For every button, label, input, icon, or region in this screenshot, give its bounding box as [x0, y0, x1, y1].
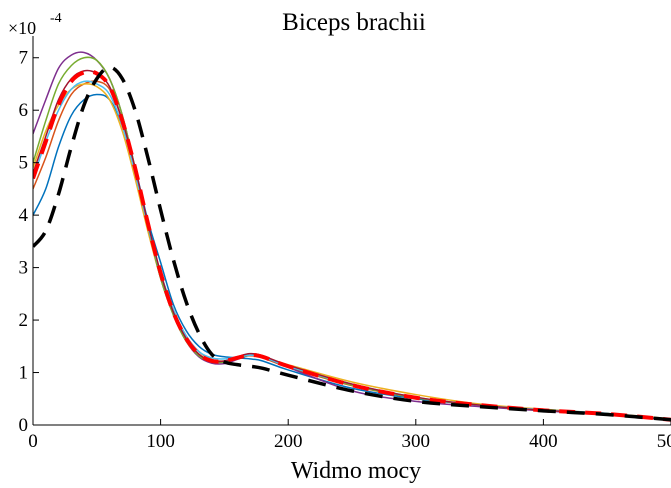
x-tick-label: 200 — [274, 431, 303, 452]
x-tick-label: 0 — [28, 431, 38, 452]
x-tick-label: 400 — [529, 431, 558, 452]
series-line-4 — [33, 51, 671, 421]
series-line-9 — [33, 65, 671, 422]
y-tick-label: 6 — [19, 100, 29, 121]
x-tick-label: 300 — [402, 431, 431, 452]
series-line-3 — [33, 83, 671, 420]
series-line-6 — [33, 80, 671, 421]
chart-title: Biceps brachii — [282, 9, 426, 36]
y-tick-label: 3 — [19, 258, 29, 279]
x-tick-label: 100 — [146, 431, 175, 452]
y-tick-label: 7 — [19, 48, 29, 69]
series-line-5 — [33, 56, 671, 421]
axes-layer: 0 100 200 300 400 500 0 1 2 3 4 5 6 7 — [19, 36, 671, 452]
series-line-8 — [33, 69, 671, 422]
x-axis-label: Widmo mocy — [291, 458, 421, 484]
y-multiplier-base: ×10 — [8, 18, 36, 38]
series-layer — [33, 51, 671, 422]
y-tick-label: 2 — [19, 310, 29, 331]
y-multiplier-exponent: -4 — [50, 11, 62, 26]
series-line-2 — [33, 80, 671, 421]
y-tick-label: 4 — [19, 205, 29, 226]
y-multiplier: ×10 -4 — [8, 11, 62, 38]
y-tick-label: 0 — [19, 415, 29, 436]
y-tick-label: 1 — [19, 363, 29, 384]
y-tick-label: 5 — [19, 153, 29, 174]
x-tick-label: 500 — [657, 431, 671, 452]
series-line-7 — [33, 69, 671, 421]
